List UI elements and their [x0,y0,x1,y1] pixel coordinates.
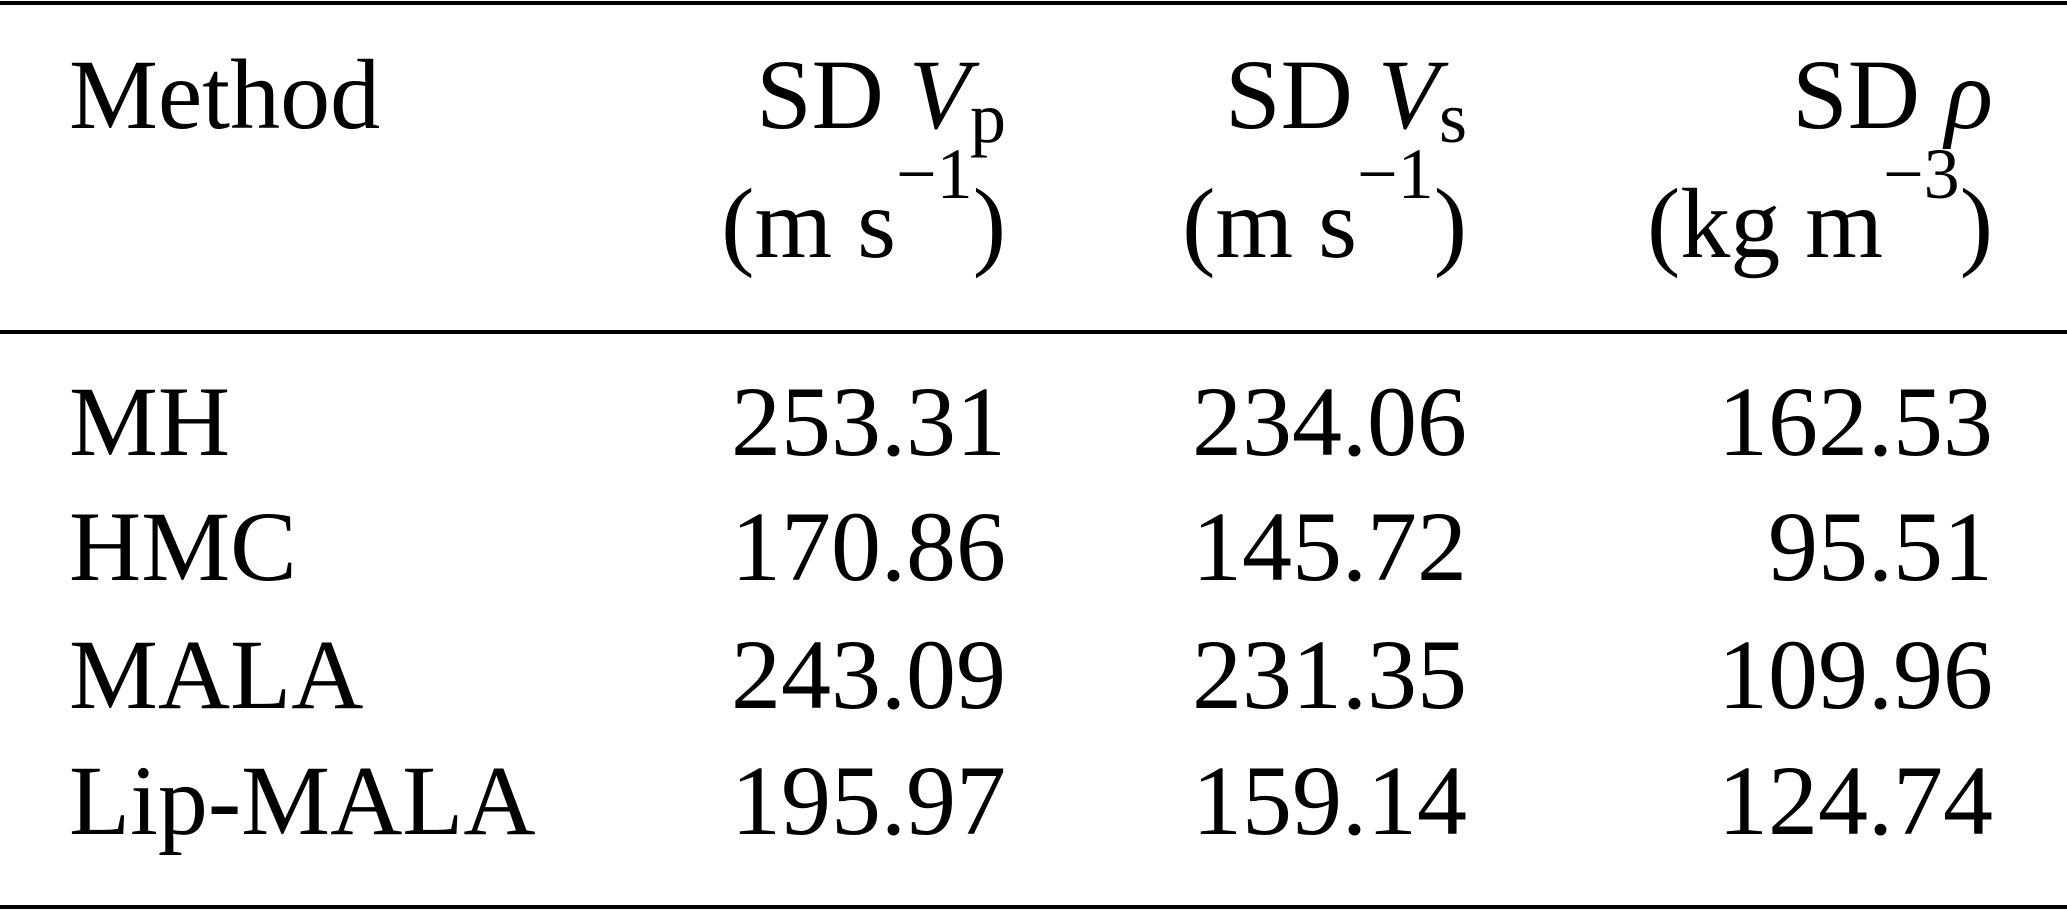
header-prefix: SD [756,39,884,150]
header-symbol: V [909,39,980,150]
unit-close: ) [1960,168,1993,279]
header-unit: (m s−1) [1182,134,1467,279]
value-cell: 234.06 [1192,366,1467,477]
value-cell: 170.86 [731,491,1006,602]
method-cell: Lip-MALA [69,745,536,856]
header-symbol: V [1378,39,1449,150]
method-cell: MH [69,366,230,477]
header-cell: SD Vp [756,39,1006,158]
header-cell: SD Vs [1225,39,1467,158]
method-cell: MALA [69,619,363,730]
value-cell: 95.51 [1768,491,1993,602]
unit-exponent: −1 [1357,134,1434,214]
unit-base: (m s [1182,168,1357,279]
method-cell: HMC [69,491,297,602]
unit-exponent: −3 [1883,134,1960,214]
unit-base: (kg m [1647,168,1883,279]
unit-close: ) [973,168,1006,279]
header-symbol: ρ [1942,39,1993,150]
value-cell: 109.96 [1718,619,1993,730]
header-subscript: s [1439,78,1467,158]
header-prefix: SD [1792,39,1920,150]
header-subscript: p [970,78,1006,158]
value-cell: 162.53 [1718,366,1993,477]
value-cell: 243.09 [731,619,1006,730]
unit-close: ) [1434,168,1467,279]
header-prefix: SD [1225,39,1353,150]
value-cell: 159.14 [1192,745,1467,856]
header-cell: Method [69,39,380,150]
header-unit: (m s−1) [721,134,1006,279]
value-cell: 145.72 [1192,491,1467,602]
unit-base: (m s [721,168,896,279]
value-cell: 253.31 [731,366,1006,477]
value-cell: 231.35 [1192,619,1467,730]
header-unit: (kg m−3) [1647,134,1993,279]
header-cell: SD ρ [1792,39,1993,150]
value-cell: 124.74 [1718,745,1993,856]
value-cell: 195.97 [731,745,1006,856]
unit-exponent: −1 [896,134,973,214]
